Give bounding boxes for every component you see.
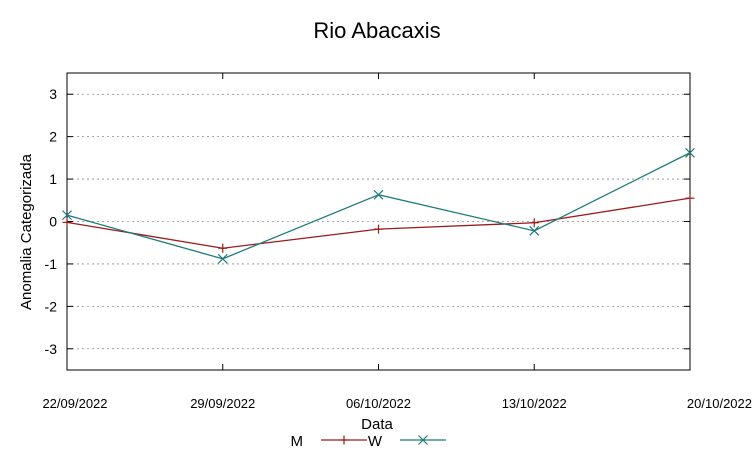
y-tick-label: -2: [45, 298, 58, 314]
x-tick-label: 13/10/2022: [502, 396, 567, 411]
data-point-w: [529, 225, 540, 236]
x-tick-label: 29/09/2022: [190, 396, 255, 411]
chart-title: Rio Abacaxis: [313, 18, 440, 43]
y-tick-label: 1: [49, 171, 57, 187]
y-axis-label: Anomalia Categorizada: [18, 153, 35, 310]
grid-lines: [67, 93, 690, 350]
data-point-m: [62, 217, 72, 227]
data-point-w: [373, 189, 384, 200]
x-tick-label: 22/09/2022: [42, 396, 107, 411]
data-point-m: [374, 224, 383, 234]
legend-marker-w: [418, 435, 428, 445]
y-tick-label: 2: [49, 129, 57, 145]
data-point-w: [62, 210, 72, 221]
y-tick-label: -3: [45, 341, 58, 357]
x-axis-label: Data: [361, 416, 393, 433]
series-group: [62, 147, 695, 264]
x-tick-label: 20/10/2022: [687, 396, 752, 411]
y-tick-label: 3: [49, 86, 57, 102]
data-point-w: [685, 147, 695, 158]
y-tick-label: -1: [45, 256, 58, 272]
series-line-w: [66, 152, 691, 260]
x-tick-label: 06/10/2022: [346, 396, 411, 411]
x-axis: 22/09/2022 29/09/2022 06/10/2022 13/10/2022…: [42, 73, 752, 411]
legend-label-m: M: [291, 433, 304, 450]
data-point-m: [685, 193, 695, 203]
legend-marker-m: [339, 435, 349, 445]
data-point-m: [218, 243, 228, 253]
y-tick-label: 0: [49, 214, 57, 230]
data-point-w: [217, 253, 228, 264]
y-axis: 3 2 1 0 -1 -2 -3: [45, 86, 690, 357]
legend-label-w: W: [368, 433, 383, 450]
data-point-m: [529, 218, 539, 228]
